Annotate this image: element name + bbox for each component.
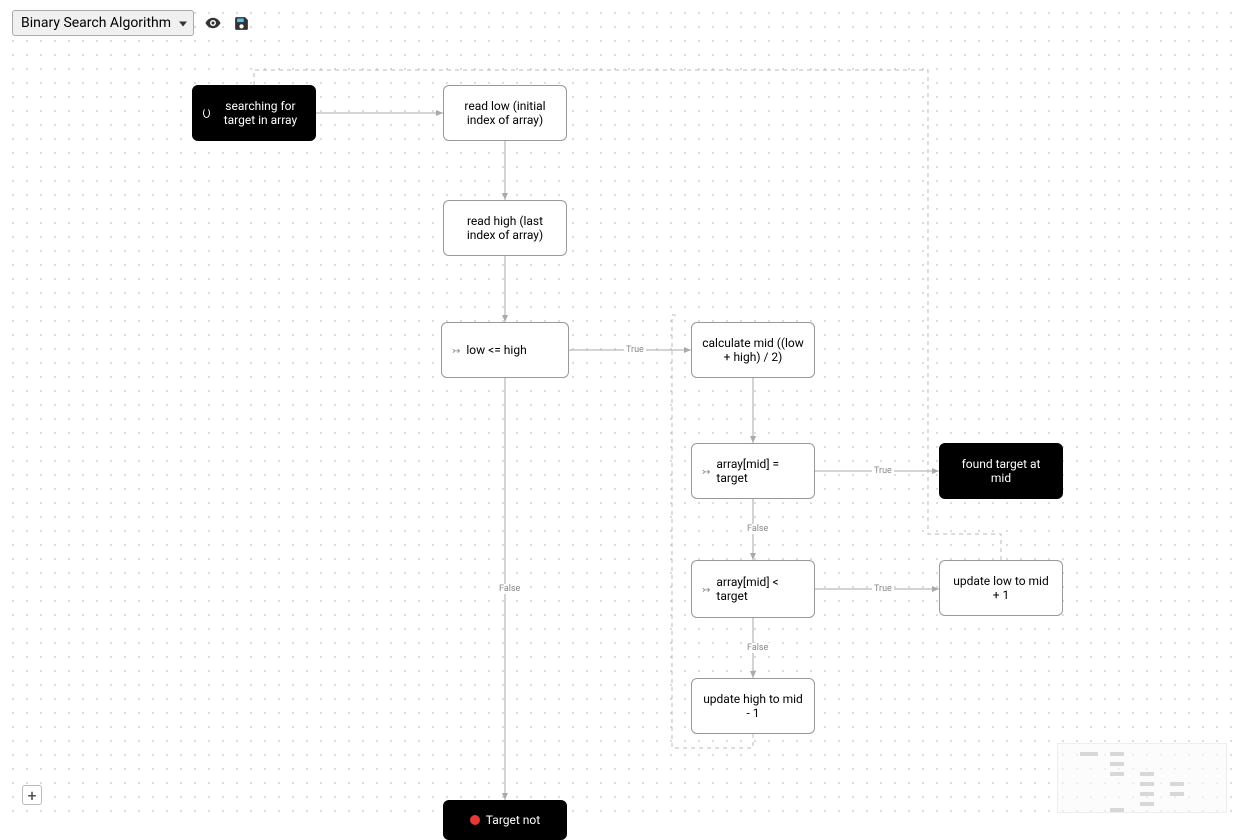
toolbar: Binary Search Algorithm: [12, 10, 250, 36]
minimap-block: [1110, 752, 1124, 756]
minimap-block: [1140, 792, 1154, 796]
edge-label: True: [872, 584, 894, 594]
edge-label: True: [624, 345, 646, 355]
node-start[interactable]: searching for target in array: [192, 85, 316, 141]
edges-layer: [0, 0, 1235, 817]
minimap-block: [1140, 802, 1154, 806]
add-button[interactable]: +: [22, 785, 42, 805]
node-label: array[mid] = target: [716, 457, 804, 485]
node-label: read high (last index of array): [454, 214, 556, 242]
branch-icon: [702, 582, 710, 596]
minimap-block: [1110, 772, 1124, 776]
edge-label: True: [872, 466, 894, 476]
minimap-block: [1080, 752, 1098, 756]
minimap-block: [1140, 772, 1154, 776]
node-updatelow[interactable]: update low to mid + 1: [939, 560, 1063, 616]
node-cond1[interactable]: low <= high: [441, 322, 569, 378]
edge-label: False: [497, 584, 522, 594]
node-label: read low (initial index of array): [454, 99, 556, 127]
edge-label: False: [745, 524, 770, 534]
minimap-block: [1110, 762, 1124, 766]
node-label: array[mid] < target: [716, 575, 804, 603]
minimap-block: [1170, 782, 1184, 786]
node-label: low <= high: [466, 343, 526, 357]
minimap-block: [1140, 782, 1154, 786]
minimap[interactable]: [1057, 743, 1227, 813]
node-calcmid[interactable]: calculate mid ((low + high) / 2): [691, 322, 815, 378]
node-label: Target not: [486, 813, 540, 827]
algorithm-dropdown[interactable]: Binary Search Algorithm: [12, 10, 194, 36]
edge-label: False: [745, 643, 770, 653]
node-readhigh[interactable]: read high (last index of array): [443, 200, 567, 256]
node-label: calculate mid ((low + high) / 2): [702, 336, 804, 364]
spinner-icon: [203, 108, 210, 118]
branch-icon: [452, 343, 460, 357]
loop-edge: [254, 70, 1001, 560]
node-updatehigh[interactable]: update high to mid - 1: [691, 678, 815, 734]
node-cond3[interactable]: array[mid] < target: [691, 560, 815, 618]
minimap-block: [1110, 808, 1124, 812]
node-notfound[interactable]: Target not: [443, 800, 567, 840]
node-label: update low to mid + 1: [950, 574, 1052, 602]
minimap-block: [1170, 792, 1184, 796]
branch-icon: [702, 464, 710, 478]
node-label: update high to mid - 1: [702, 692, 804, 720]
flowchart-canvas[interactable]: searching for target in array read low (i…: [0, 0, 1235, 817]
node-label: searching for target in array: [216, 99, 305, 127]
node-found[interactable]: found target at mid: [939, 443, 1063, 499]
node-label: found target at mid: [950, 457, 1052, 485]
node-cond2[interactable]: array[mid] = target: [691, 443, 815, 499]
node-readlow[interactable]: read low (initial index of array): [443, 85, 567, 141]
preview-icon[interactable]: [204, 14, 222, 32]
dropdown-label: Binary Search Algorithm: [21, 15, 171, 31]
save-icon[interactable]: [232, 14, 250, 32]
